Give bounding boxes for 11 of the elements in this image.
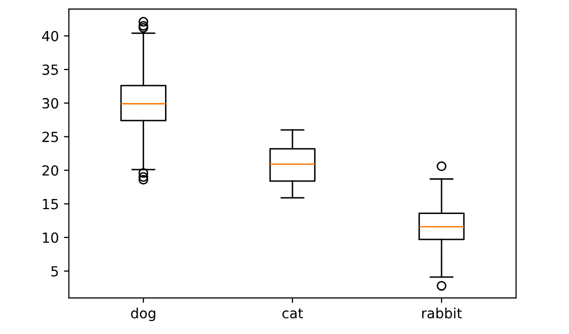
y-tick-label: 25 — [42, 132, 58, 142]
y-tick-label: 15 — [42, 199, 58, 210]
y-tick-label: 40 — [42, 30, 58, 42]
y-tick-label: 35 — [42, 64, 58, 75]
x-tick-label: dog — [131, 308, 156, 322]
x-tick-label: cat — [282, 308, 303, 318]
y-tick-label: 10 — [42, 232, 58, 243]
y-tick-label: 5 — [51, 266, 58, 277]
y-tick-label: 30 — [42, 98, 58, 109]
x-tick-label: rabbit — [422, 308, 462, 318]
y-tick-label: 20 — [42, 165, 58, 176]
